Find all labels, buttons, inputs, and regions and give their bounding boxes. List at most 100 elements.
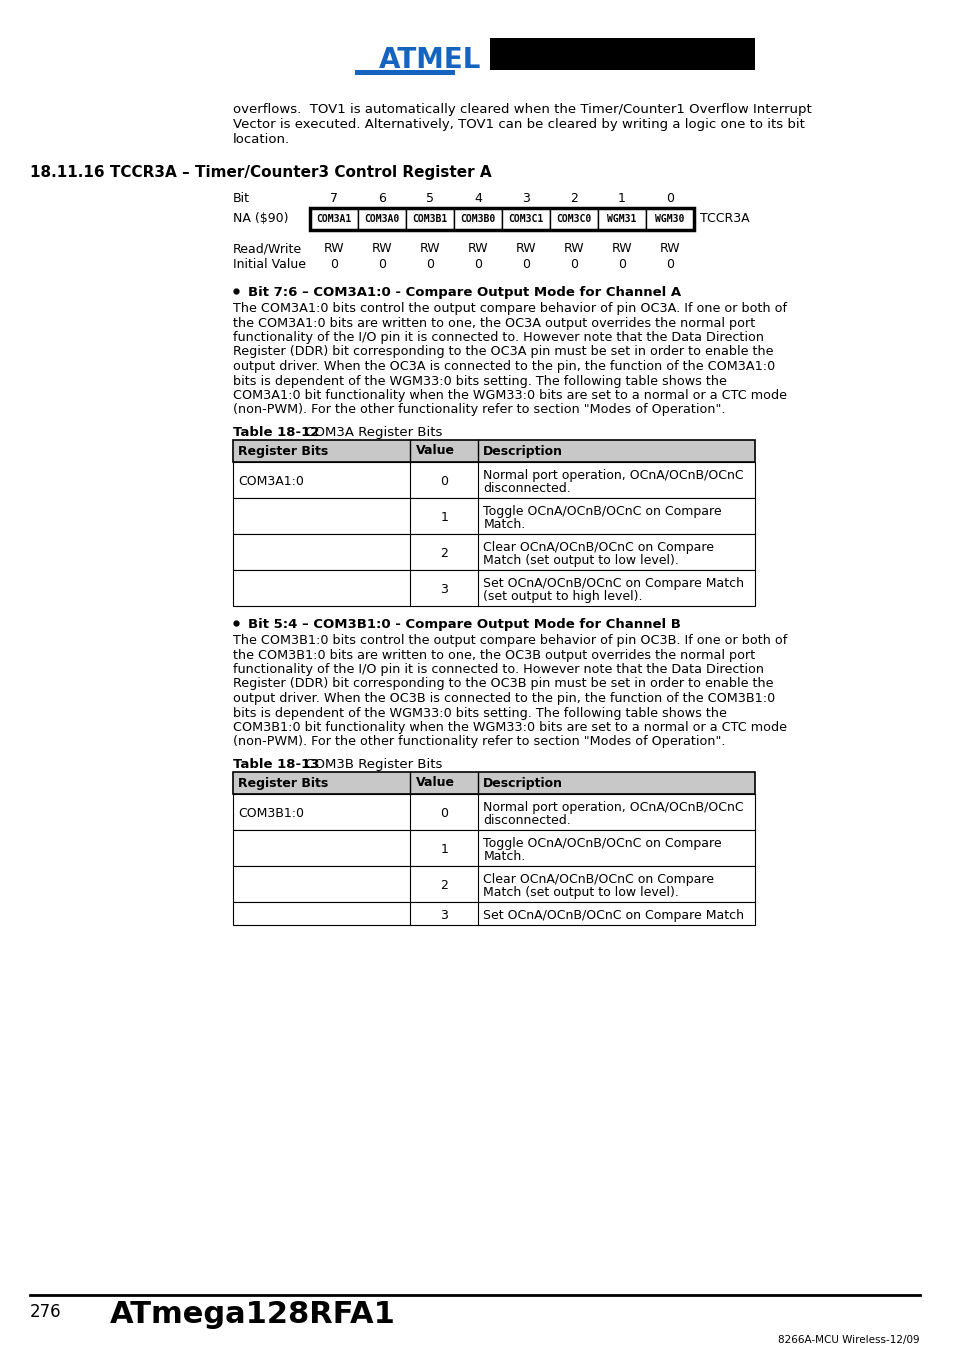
Text: ATmega128RFA1: ATmega128RFA1 xyxy=(110,1300,395,1329)
Text: 4: 4 xyxy=(474,192,481,205)
Text: COM3A1:0: COM3A1:0 xyxy=(237,476,304,489)
Text: (non-PWM). For the other functionality refer to section "Modes of Operation".: (non-PWM). For the other functionality r… xyxy=(233,735,724,748)
Text: The COM3B1:0 bits control the output compare behavior of pin OC3B. If one or bot: The COM3B1:0 bits control the output com… xyxy=(233,634,786,647)
Text: 0: 0 xyxy=(665,258,673,272)
Text: RW: RW xyxy=(467,242,488,255)
Text: 3: 3 xyxy=(521,192,529,205)
Text: 0: 0 xyxy=(426,258,434,272)
Text: COM3C0: COM3C0 xyxy=(556,213,591,224)
Text: Table 18-12: Table 18-12 xyxy=(233,426,319,439)
Text: COM3A0: COM3A0 xyxy=(364,213,399,224)
Text: (non-PWM). For the other functionality refer to section "Modes of Operation".: (non-PWM). For the other functionality r… xyxy=(233,404,724,416)
Bar xyxy=(357,208,406,230)
Text: Register Bits: Register Bits xyxy=(237,777,328,789)
Text: bits is dependent of the WGM33:0 bits setting. The following table shows the: bits is dependent of the WGM33:0 bits se… xyxy=(233,707,726,720)
Text: 8266A-MCU Wireless-12/09: 8266A-MCU Wireless-12/09 xyxy=(778,1335,919,1346)
Text: Match (set output to low level).: Match (set output to low level). xyxy=(483,554,679,567)
Bar xyxy=(598,208,645,230)
Text: RW: RW xyxy=(611,242,632,255)
Text: RW: RW xyxy=(323,242,344,255)
Text: 0: 0 xyxy=(665,192,673,205)
Bar xyxy=(233,902,754,925)
Bar xyxy=(233,866,754,902)
Text: 0: 0 xyxy=(440,476,448,489)
Text: The COM3A1:0 bits control the output compare behavior of pin OC3A. If one or bot: The COM3A1:0 bits control the output com… xyxy=(233,303,786,315)
Text: Match.: Match. xyxy=(483,517,525,531)
Text: functionality of the I/O pin it is connected to. However note that the Data Dire: functionality of the I/O pin it is conne… xyxy=(233,331,763,345)
Text: RW: RW xyxy=(372,242,392,255)
Text: location.: location. xyxy=(233,132,290,146)
Bar xyxy=(490,38,754,70)
Text: Normal port operation, OCnA/OCnB/OCnC: Normal port operation, OCnA/OCnB/OCnC xyxy=(483,469,743,482)
Bar xyxy=(233,771,754,794)
Text: bits is dependent of the WGM33:0 bits setting. The following table shows the: bits is dependent of the WGM33:0 bits se… xyxy=(233,374,726,388)
Text: Bit: Bit xyxy=(233,192,250,205)
Text: Bit 7:6 – COM3A1:0 - Compare Output Mode for Channel A: Bit 7:6 – COM3A1:0 - Compare Output Mode… xyxy=(248,286,680,299)
Text: Toggle OCnA/OCnB/OCnC on Compare: Toggle OCnA/OCnB/OCnC on Compare xyxy=(483,505,721,517)
Text: disconnected.: disconnected. xyxy=(483,813,571,827)
Text: Initial Value: Initial Value xyxy=(233,258,306,272)
Text: TCCR3A: TCCR3A xyxy=(700,212,749,226)
Text: Normal port operation, OCnA/OCnB/OCnC: Normal port operation, OCnA/OCnB/OCnC xyxy=(483,801,743,813)
Bar xyxy=(550,208,598,230)
Text: 0: 0 xyxy=(521,258,530,272)
Text: functionality of the I/O pin it is connected to. However note that the Data Dire: functionality of the I/O pin it is conne… xyxy=(233,663,763,676)
Text: Match (set output to low level).: Match (set output to low level). xyxy=(483,886,679,898)
Text: COM3A1:0 bit functionality when the WGM33:0 bits are set to a normal or a CTC mo: COM3A1:0 bit functionality when the WGM3… xyxy=(233,389,786,403)
Text: 2: 2 xyxy=(440,880,448,893)
Text: Vector is executed. Alternatively, TOV1 can be cleared by writing a logic one to: Vector is executed. Alternatively, TOV1 … xyxy=(233,118,804,131)
Text: the COM3A1:0 bits are written to one, the OC3A output overrides the normal port: the COM3A1:0 bits are written to one, th… xyxy=(233,316,755,330)
Text: COM3C1: COM3C1 xyxy=(508,213,543,224)
Text: 0: 0 xyxy=(569,258,578,272)
Text: 2: 2 xyxy=(440,547,448,561)
Bar xyxy=(233,534,754,570)
Bar xyxy=(355,70,455,76)
Bar xyxy=(233,499,754,534)
Text: 0: 0 xyxy=(377,258,386,272)
Text: Register (DDR) bit corresponding to the OC3B pin must be set in order to enable : Register (DDR) bit corresponding to the … xyxy=(233,677,773,690)
Text: WGM31: WGM31 xyxy=(607,213,636,224)
Bar xyxy=(454,208,501,230)
Bar xyxy=(233,794,754,830)
Text: 0: 0 xyxy=(330,258,337,272)
Bar xyxy=(310,208,693,230)
Text: output driver. When the OC3A is connected to the pin, the function of the COM3A1: output driver. When the OC3A is connecte… xyxy=(233,359,775,373)
Text: RW: RW xyxy=(659,242,679,255)
Bar xyxy=(233,440,754,462)
Text: Match.: Match. xyxy=(483,850,525,863)
Text: COM3B1: COM3B1 xyxy=(412,213,447,224)
Text: 1: 1 xyxy=(618,192,625,205)
Text: COM3B Register Bits: COM3B Register Bits xyxy=(301,758,442,771)
Text: Read/Write: Read/Write xyxy=(233,242,302,255)
Bar xyxy=(645,208,693,230)
Text: Table 18-13: Table 18-13 xyxy=(233,758,319,771)
Text: 5: 5 xyxy=(426,192,434,205)
Bar xyxy=(233,830,754,866)
Bar xyxy=(233,462,754,499)
Text: 7: 7 xyxy=(330,192,337,205)
Text: Clear OCnA/OCnB/OCnC on Compare: Clear OCnA/OCnB/OCnC on Compare xyxy=(483,540,714,554)
Text: 18.11.16 TCCR3A – Timer/Counter3 Control Register A: 18.11.16 TCCR3A – Timer/Counter3 Control… xyxy=(30,165,491,180)
Text: COM3A1: COM3A1 xyxy=(316,213,352,224)
Text: (set output to high level).: (set output to high level). xyxy=(483,590,642,603)
Text: Register (DDR) bit corresponding to the OC3A pin must be set in order to enable : Register (DDR) bit corresponding to the … xyxy=(233,346,773,358)
Text: COM3A Register Bits: COM3A Register Bits xyxy=(301,426,442,439)
Text: 0: 0 xyxy=(474,258,481,272)
Text: disconnected.: disconnected. xyxy=(483,482,571,494)
Text: COM3B1:0 bit functionality when the WGM33:0 bits are set to a normal or a CTC mo: COM3B1:0 bit functionality when the WGM3… xyxy=(233,721,786,734)
Text: Toggle OCnA/OCnB/OCnC on Compare: Toggle OCnA/OCnB/OCnC on Compare xyxy=(483,838,721,850)
Text: 276: 276 xyxy=(30,1302,62,1321)
Text: 6: 6 xyxy=(377,192,386,205)
Text: 0: 0 xyxy=(618,258,625,272)
Text: Description: Description xyxy=(483,777,563,789)
Text: Set OCnA/OCnB/OCnC on Compare Match: Set OCnA/OCnB/OCnC on Compare Match xyxy=(483,577,743,590)
Text: Clear OCnA/OCnB/OCnC on Compare: Clear OCnA/OCnB/OCnC on Compare xyxy=(483,873,714,886)
Bar xyxy=(233,570,754,607)
Bar xyxy=(406,208,454,230)
Text: ATMEL: ATMEL xyxy=(378,46,480,74)
Bar xyxy=(310,208,357,230)
Text: 0: 0 xyxy=(440,808,448,820)
Text: Description: Description xyxy=(483,444,563,458)
Text: RW: RW xyxy=(516,242,536,255)
Bar xyxy=(501,208,550,230)
